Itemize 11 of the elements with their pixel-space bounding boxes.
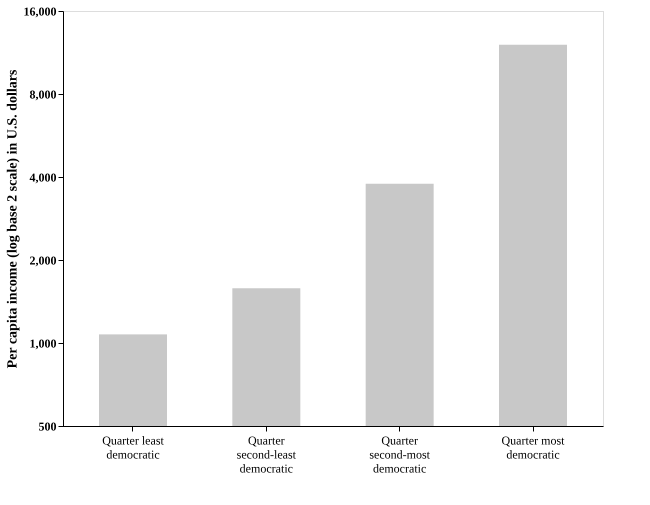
x-tick-label: Quarter second-most democratic	[369, 434, 431, 476]
y-tick-label: 16,000	[24, 4, 56, 18]
y-tick-label: 2,000	[30, 254, 56, 268]
y-tick-label: 4,000	[30, 170, 56, 184]
y-tick-label: 1,000	[30, 336, 56, 350]
x-tick-label: Quarter most democratic	[502, 434, 566, 462]
y-axis-title: Per capita income (log base 2 scale) in U.S. dollars	[6, 69, 20, 368]
y-tick-label: 8,000	[30, 88, 56, 102]
x-tick-label: Quarter least democratic	[102, 434, 164, 462]
y-tick-label: 500	[38, 420, 56, 434]
x-tick-label: Quarter second-least democratic	[236, 434, 297, 476]
